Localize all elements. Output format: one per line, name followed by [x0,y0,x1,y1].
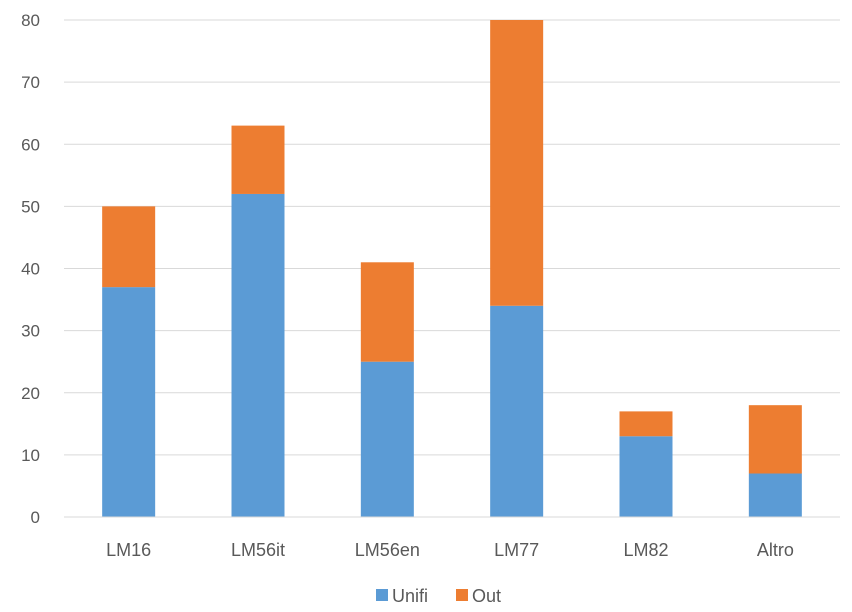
bar-unifi-lm56en [360,361,414,517]
legend-swatch-out [456,589,468,601]
y-tick-label-30: 30 [21,322,40,341]
y-tick-label-20: 20 [21,384,40,403]
bar-out-lm16 [102,206,156,288]
bar-unifi-lm82 [619,436,673,517]
x-tick-label-lm16: LM16 [106,540,151,560]
x-tick-label-lm82: LM82 [623,540,668,560]
bar-out-lm82 [619,411,673,437]
x-axis-category-labels: LM16 LM56it LM56en LM77 LM82 Altro [106,540,794,560]
legend-swatch-unifi [376,589,388,601]
y-tick-label-10: 10 [21,446,40,465]
bar-unifi-altro [748,473,802,517]
bar-out-lm77 [490,20,544,306]
y-tick-label-80: 80 [21,11,40,30]
legend-label-out: Out [472,586,501,606]
x-tick-label-lm56en: LM56en [355,540,420,560]
bar-series [102,20,802,517]
y-tick-label-40: 40 [21,260,40,279]
legend: Unifi Out [376,586,501,606]
y-tick-label-60: 60 [21,135,40,154]
bar-unifi-lm56it [231,193,285,517]
y-tick-label-70: 70 [21,73,40,92]
x-tick-label-lm77: LM77 [494,540,539,560]
bar-out-lm56it [231,125,285,194]
bar-out-lm56en [360,262,414,362]
y-tick-label-50: 50 [21,197,40,216]
bar-unifi-lm16 [102,287,156,517]
gridlines [64,19,840,456]
x-tick-label-altro: Altro [757,540,794,560]
legend-label-unifi: Unifi [392,586,428,606]
y-tick-label-0: 0 [31,508,40,527]
bar-unifi-lm77 [490,305,544,517]
bar-out-altro [748,405,802,474]
y-axis-tick-labels: 0 10 20 30 40 50 60 70 80 [21,11,40,527]
x-tick-label-lm56it: LM56it [231,540,285,560]
